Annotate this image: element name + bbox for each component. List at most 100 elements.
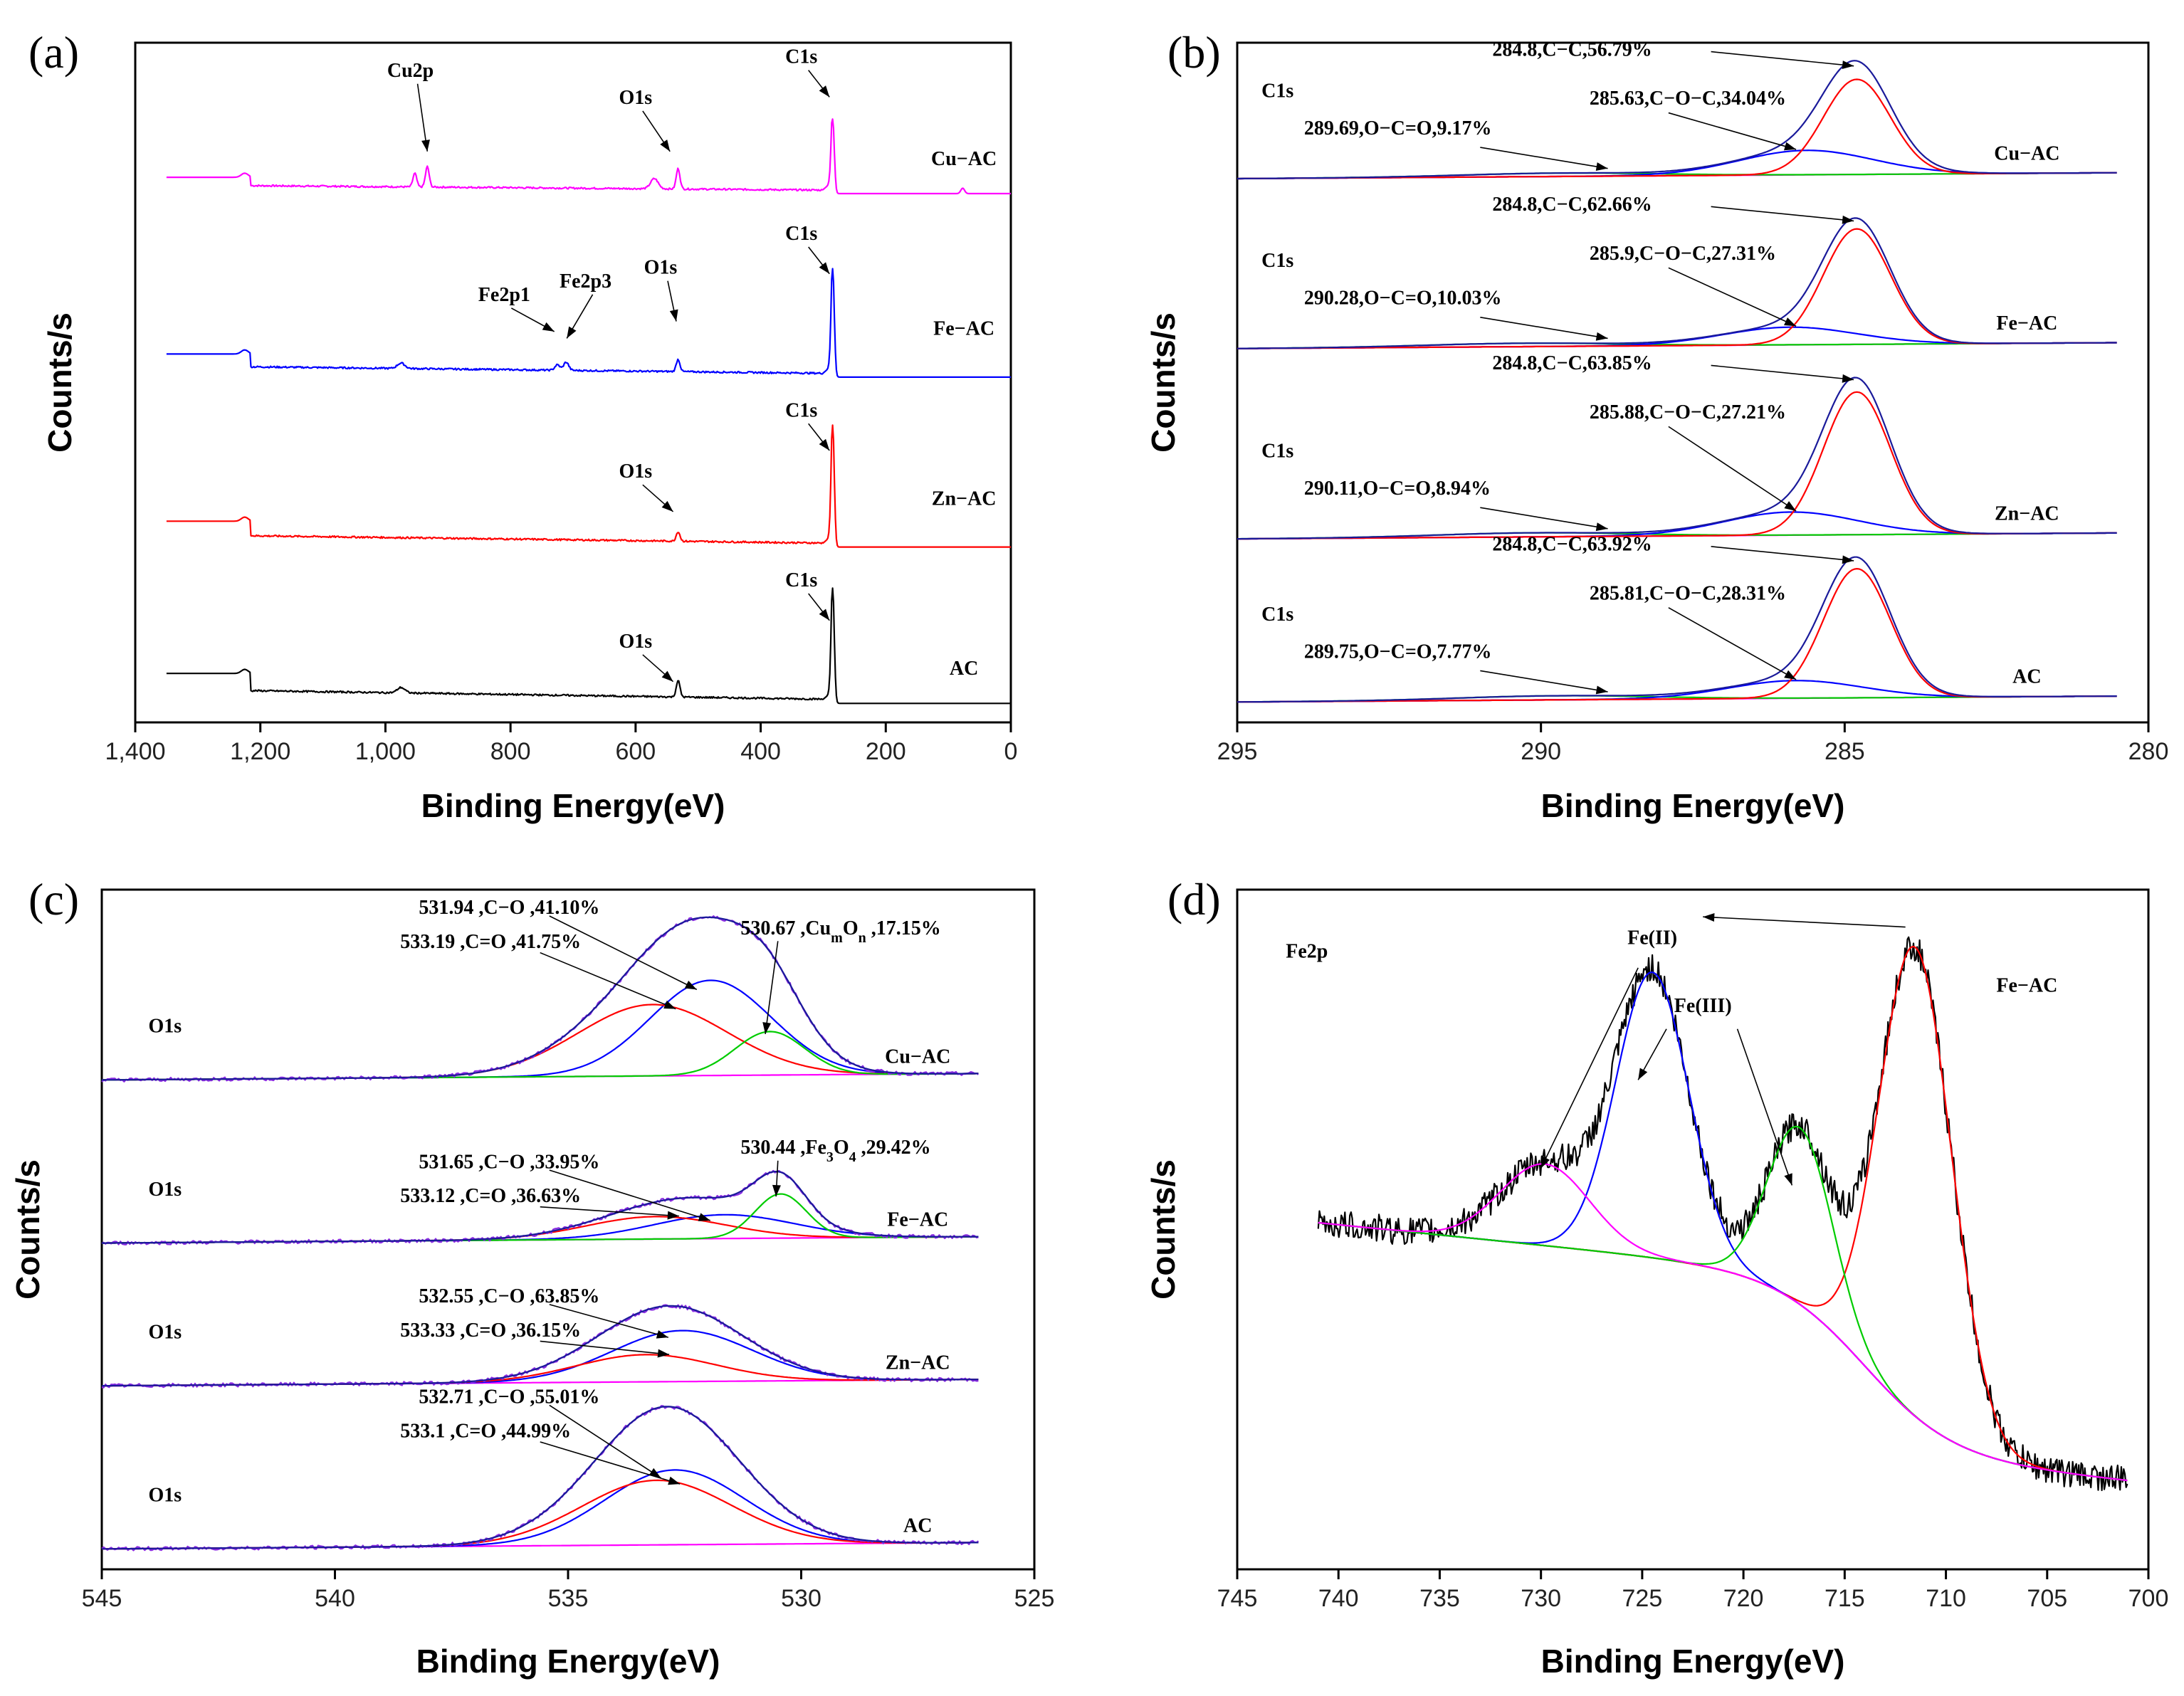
x-tick-label: 705 [2027, 1585, 2067, 1612]
peak-label: 284.8,C−C,63.92% [1492, 534, 1652, 556]
x-tick-label: 525 [1014, 1585, 1055, 1612]
envelope-zn-ac [102, 1305, 979, 1387]
series-label: AC [903, 1515, 932, 1537]
peak-label: 533.33 ,C=O ,36.15% [400, 1320, 581, 1342]
component-red-cu-ac [102, 1004, 979, 1081]
fe2-label: Fe(II) [1627, 927, 1677, 949]
y-axis-label: Counts/s [9, 1159, 46, 1300]
x-tick-label: 710 [1926, 1585, 1966, 1612]
peak-label: 532.71 ,C−O ,55.01% [419, 1386, 599, 1408]
peak-label: Fe2p1 [478, 284, 530, 306]
peak-label: 284.8,C−C,56.79% [1492, 38, 1652, 60]
peak-label: 289.75,O−C=O,7.77% [1304, 641, 1492, 663]
arrow-head [656, 1330, 668, 1339]
x-tick-label: 735 [1419, 1585, 1460, 1612]
arrow-head [1784, 1173, 1792, 1186]
series-label: Fe−AC [1996, 312, 2057, 335]
envelope-zn-ac [1237, 376, 2117, 540]
annotation-arrow [416, 83, 429, 152]
series-label: Zn−AC [886, 1352, 950, 1374]
arrow-head [762, 1022, 772, 1034]
arrow-head [819, 262, 830, 274]
baseline-fe2p [1318, 1221, 2128, 1482]
label-part: 4 [849, 1149, 856, 1165]
arrow-head [668, 1476, 681, 1485]
x-tick-label: 700 [2128, 1585, 2169, 1612]
series-label: AC [2012, 666, 2041, 688]
arrow-head [698, 1213, 710, 1221]
arrow-head [1784, 501, 1797, 511]
panel-c-o1s-spectra: 545 540 535 530 525 Binding Energy(eV) Counts/… [9, 874, 1054, 1680]
x-tick-label: 715 [1825, 1585, 1865, 1612]
region-label: O1s [149, 1016, 182, 1038]
plot-frame [134, 41, 1012, 724]
peak-label: 533.1 ,C=O ,44.99% [400, 1420, 571, 1442]
annotation-arrow [1711, 51, 1854, 67]
peak-label: 285.81,C−O−C,28.31% [1590, 582, 1786, 604]
arrow-head [1595, 162, 1608, 171]
y-axis-label: Counts/s [1145, 1159, 1182, 1300]
arrow-head [1595, 332, 1608, 341]
x-tick-label: 290 [1521, 738, 1561, 765]
arrow-head [669, 309, 678, 322]
component-blue-fe-ac [102, 1213, 979, 1244]
arrow-head [661, 670, 673, 682]
x-axis-label: Binding Energy(eV) [421, 787, 725, 824]
annotation-arrow [1480, 507, 1608, 530]
x-tick-label: 0 [1004, 738, 1018, 765]
series-label: Cu−AC [885, 1046, 950, 1068]
peak-label: C1s [785, 46, 817, 68]
x-tick-label: 1,400 [105, 738, 165, 765]
annotation-arrow [549, 915, 698, 991]
sample-label: Fe−AC [1996, 974, 2057, 996]
series-label: Zn−AC [1995, 502, 2059, 525]
arrow-head [661, 500, 673, 512]
label-part: 3 [826, 1149, 834, 1165]
x-tick-label: 400 [740, 738, 781, 765]
peak-label: 285.88,C−O−C,27.21% [1590, 401, 1786, 423]
peak-label: O1s [619, 631, 653, 653]
region-label: C1s [1261, 80, 1293, 102]
arrow-head [1595, 522, 1608, 532]
arrow-head [1703, 913, 1715, 922]
x-tick-label: 600 [615, 738, 656, 765]
envelope-ac [1237, 556, 2117, 703]
panel-label: (c) [28, 874, 79, 925]
peak-label: 531.65 ,C−O ,33.95% [419, 1151, 599, 1173]
envelope-fe-ac [102, 1171, 979, 1244]
series-label: Cu−AC [1994, 142, 2059, 164]
panel-a-survey-spectra: 1,400 1,200 1,000 800 600 400 200 0 Binding Ener… [28, 27, 1017, 824]
annotation-arrow [1540, 967, 1639, 1169]
region-label: O1s [149, 1485, 182, 1507]
arrow-head [772, 1184, 781, 1197]
component-magenta-fe2p [1318, 1163, 2128, 1482]
x-tick-label: 1,000 [355, 738, 416, 765]
envelope-cu-ac [102, 916, 979, 1081]
peak-label: 289.69,O−C=O,9.17% [1304, 117, 1492, 139]
label-part: O [834, 1137, 849, 1159]
series-label: Fe−AC [887, 1209, 948, 1231]
annotation-arrow [1711, 364, 1854, 381]
x-axis-label: Binding Energy(eV) [416, 1643, 720, 1680]
peak-label: 530.44 ,Fe3O4 ,29.42% [740, 1137, 930, 1165]
arrow-head [542, 322, 555, 332]
x-tick-label: 720 [1723, 1585, 1764, 1612]
peak-label: 290.11,O−C=O,8.94% [1304, 478, 1491, 500]
peak-label: 285.63,C−O−C,34.04% [1590, 88, 1786, 110]
spectrum-line-ac [166, 587, 1011, 705]
peak-label: 284.8,C−C,62.66% [1492, 194, 1652, 216]
peak-label: Fe2p3 [560, 270, 611, 293]
x-axis-label: Binding Energy(eV) [1541, 787, 1845, 824]
peak-label: O1s [644, 257, 678, 279]
component-green-fe2p [1318, 1125, 2128, 1482]
label-part: 530.44 ,Fe [740, 1137, 826, 1159]
annotation-arrow [1480, 317, 1608, 339]
x-tick-label: 540 [315, 1585, 355, 1612]
x-tick-label: 745 [1217, 1585, 1258, 1612]
region-label: O1s [149, 1321, 182, 1343]
peak-label: C1s [785, 223, 817, 245]
y-axis-label: Counts/s [1145, 312, 1182, 453]
envelope-fe-ac [1237, 217, 2117, 349]
spectrum-line-fe-ac [166, 268, 1011, 378]
